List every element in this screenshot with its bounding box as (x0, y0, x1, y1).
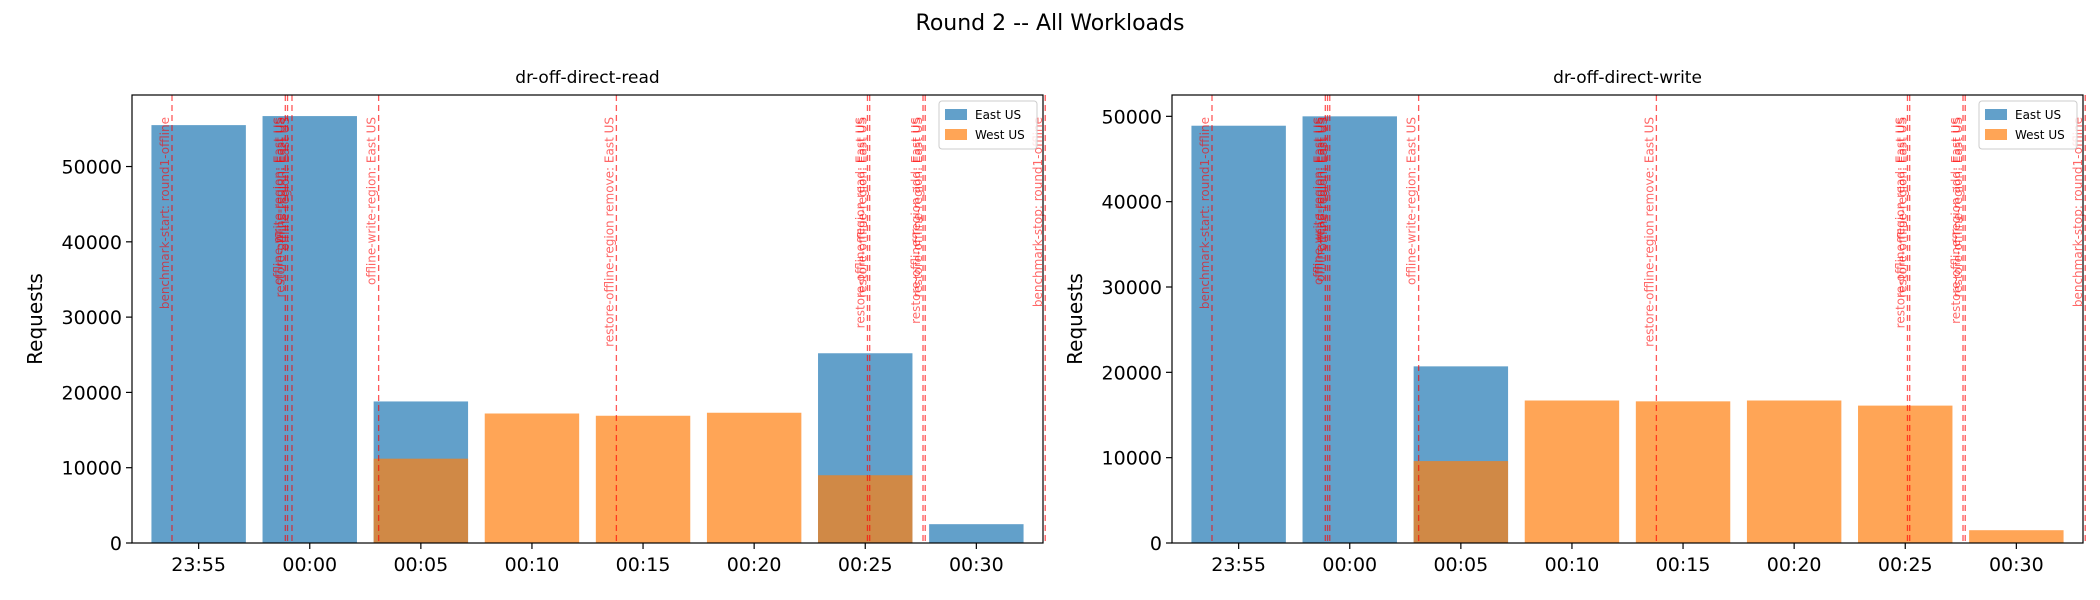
bar-west-2 (373, 458, 469, 543)
event-label-3: offline-region: East US (278, 117, 292, 251)
event-label-6: restore-offline-region read: East US (853, 117, 867, 328)
y-tick-label-4: 40000 (1102, 192, 1162, 214)
axes-frame (131, 94, 1044, 544)
x-tick-label-1: 00:00 (1322, 554, 1377, 576)
chart-title: dr-off-direct-read (515, 68, 659, 88)
bar-east-1 (1302, 116, 1397, 543)
event-label-10: benchmark-stop: round1-offline (2071, 117, 2085, 307)
bar-east-0 (151, 125, 246, 543)
x-tick-label-6: 00:25 (1878, 554, 1933, 576)
event-label-9: restore-offline-region: East US (1951, 117, 1965, 297)
legend-label-west: West US (975, 128, 1025, 142)
bar-west-6 (818, 475, 913, 543)
y-tick-label-1: 10000 (1102, 448, 1162, 470)
figure-suptitle: Round 2 -- All Workloads (916, 11, 1185, 36)
event-label-1: offline-write-region: East US (271, 117, 285, 285)
bar-east-0 (1191, 125, 1286, 543)
x-tick-label-3: 00:10 (505, 554, 560, 576)
chart-panel-write: benchmark-start: round1-offline offline-w… (1063, 68, 2086, 576)
x-tick-label-5: 00:20 (1767, 554, 1822, 576)
x-tick-label-7: 00:30 (1989, 554, 2044, 576)
event-label-8: restore-offline-region add: East US (1949, 117, 1963, 324)
x-tick-label-7: 00:30 (949, 554, 1004, 576)
event-label-6: restore-offline-region read: East US (1893, 117, 1907, 328)
x-tick-label-2: 00:05 (1433, 554, 1488, 576)
bar-east-1 (262, 116, 357, 544)
legend: East US West US (938, 100, 1038, 150)
x-tick-label-6: 00:25 (838, 554, 893, 576)
axes-frame (1171, 94, 2084, 544)
event-label-2: offline-read-region: East US (1314, 117, 1328, 282)
legend-label-east: East US (975, 108, 1021, 122)
event-label-2: restore-offline-region: East US (274, 117, 288, 297)
legend-label-west: West US (2015, 128, 2065, 142)
x-tick-label-2: 00:05 (393, 554, 448, 576)
y-tick-label-3: 30000 (1102, 277, 1162, 299)
event-label-1: offline-write-region: East US (1311, 117, 1325, 285)
bar-west-4 (1635, 401, 1731, 543)
bar-west-3 (484, 413, 580, 543)
x-tick-label-5: 00:20 (727, 554, 782, 576)
legend-label-east: East US (2015, 108, 2061, 122)
y-tick-label-0: 0 (1150, 533, 1162, 555)
x-tick-label-1: 00:00 (282, 554, 337, 576)
x-tick-label-0: 23:55 (1211, 554, 1266, 576)
event-label-5: restore-offline-region remove: East US (602, 117, 616, 347)
bar-east-7 (929, 524, 1024, 543)
legend-swatch-west (1985, 129, 2007, 140)
legend-swatch-east (945, 109, 967, 120)
x-tick-label-4: 00:15 (1656, 554, 1711, 576)
y-axis-label: Requests (1063, 273, 1087, 365)
event-label-0: benchmark-start: round1-offline (158, 117, 172, 309)
event-label-4: offline-write-region: East US (1405, 117, 1419, 285)
bar-west-3 (1524, 400, 1620, 543)
x-tick-label-4: 00:15 (616, 554, 671, 576)
event-label-5: restore-offline-region remove: East US (1642, 117, 1656, 347)
x-tick-label-0: 23:55 (171, 554, 226, 576)
event-label-8: restore-offline-region add: East US (909, 117, 923, 324)
bar-west-7 (1969, 530, 2064, 543)
y-tick-label-3: 30000 (62, 307, 122, 329)
event-label-0: benchmark-start: round1-offline (1198, 117, 1212, 309)
bar-west-6 (1858, 405, 1953, 543)
y-tick-label-2: 20000 (62, 382, 122, 404)
bar-west-2 (1413, 461, 1509, 543)
y-axis-label: Requests (23, 273, 47, 365)
chart-title: dr-off-direct-write (1553, 68, 1702, 88)
y-tick-label-1: 10000 (62, 458, 122, 480)
y-tick-label-2: 20000 (1102, 362, 1162, 384)
legend: East US West US (1978, 100, 2078, 150)
event-label-9: restore-offline-region: East US (911, 117, 925, 297)
event-label-3: offline-region: East US (1316, 117, 1330, 251)
x-tick-label-3: 00:10 (1545, 554, 1600, 576)
bar-west-5 (1746, 400, 1842, 543)
legend-swatch-west (945, 129, 967, 140)
event-label-10: benchmark-stop: round1-offline (1031, 117, 1045, 307)
event-label-7: restore-offline-region: East US (1896, 117, 1910, 297)
y-tick-label-5: 50000 (1102, 106, 1162, 128)
y-tick-label-0: 0 (110, 533, 122, 555)
event-label-7: restore-offline-region: East US (856, 117, 870, 297)
bar-west-4 (595, 415, 691, 543)
event-label-4: offline-write-region: East US (365, 117, 379, 285)
legend-swatch-east (1985, 109, 2007, 120)
chart-panel-read: benchmark-start: round1-offline offline-w… (23, 68, 1046, 576)
y-tick-label-4: 40000 (62, 232, 122, 254)
y-tick-label-5: 50000 (62, 157, 122, 179)
bar-west-5 (706, 412, 802, 543)
